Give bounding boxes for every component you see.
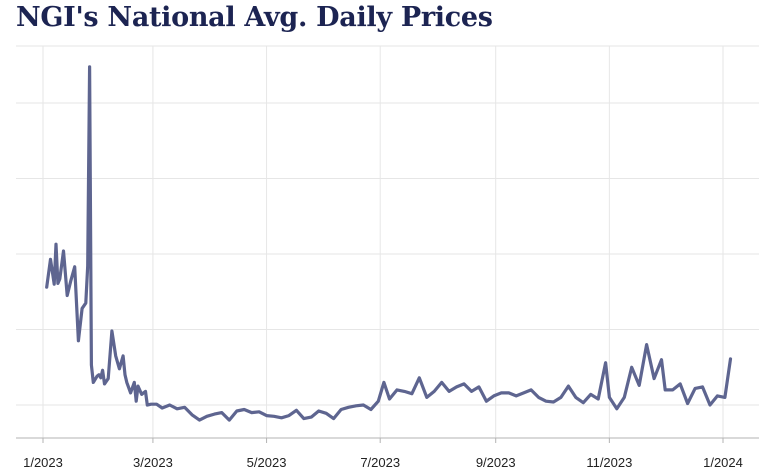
x-tick-label: 7/2023	[360, 455, 400, 470]
vertical-grid	[42, 46, 724, 438]
horizontal-grid	[16, 102, 759, 406]
x-tick-label: 9/2023	[476, 455, 516, 470]
x-tick-label: 1/2023	[23, 455, 63, 470]
x-tick-label: 3/2023	[133, 455, 173, 470]
x-tick-label: 5/2023	[247, 455, 287, 470]
x-tick-label: 11/2023	[586, 455, 632, 470]
price-series-line	[45, 65, 733, 422]
x-axis-ticks: 1/2023 3/2023 5/2023 7/2023 9/2023 11/2023 1/2…	[23, 438, 743, 470]
x-tick-label: 1/2024	[703, 455, 743, 470]
chart-title: NGI's National Avg. Daily Prices	[16, 2, 493, 33]
